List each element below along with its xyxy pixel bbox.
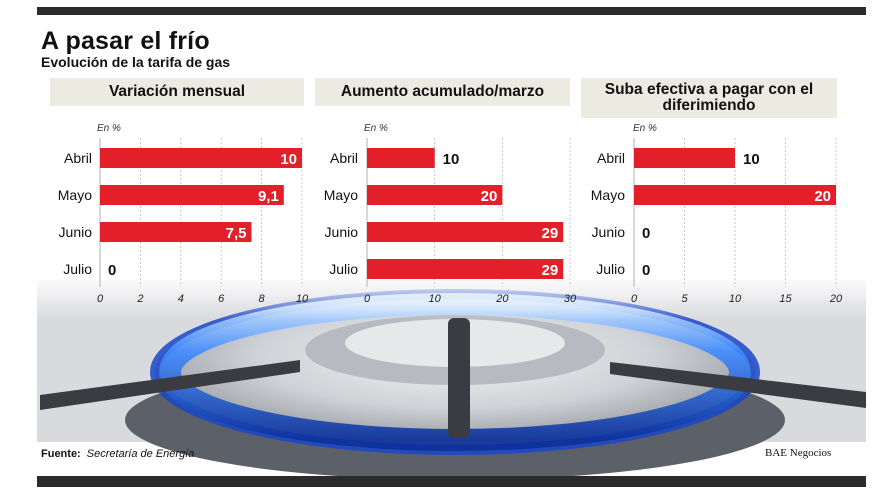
bar [367, 259, 564, 279]
tick-label: 5 [681, 293, 688, 305]
value-label: 20 [814, 188, 831, 205]
chart-title: A pasar el frío [41, 27, 210, 55]
chart-subtitle: Evolución de la tarifa de gas [41, 54, 231, 70]
tick-label: 0 [631, 293, 638, 305]
category-label: Julio [596, 261, 625, 277]
tick-label: 8 [259, 293, 266, 305]
panel-3-title: Suba efectiva a pagar con el diferimiend… [604, 81, 814, 114]
tick-label: 10 [729, 293, 742, 305]
unit-label: En % [633, 123, 657, 134]
category-label: Mayo [324, 187, 358, 203]
tick-label: 0 [364, 293, 371, 305]
bar [634, 148, 735, 168]
source-note: Fuente: Secretaría de Energía [41, 448, 194, 460]
value-label: 10 [743, 151, 760, 168]
category-label: Mayo [591, 187, 625, 203]
value-label: 29 [542, 225, 559, 242]
panel-1-title: Variación mensual [108, 83, 246, 100]
category-label: Mayo [58, 187, 92, 203]
category-label: Abril [330, 150, 358, 166]
value-label: 0 [108, 262, 116, 279]
value-label: 10 [280, 151, 297, 168]
bar-chart-2: En % 0 10 20 30 Abril 10 Mayo 20 Junio 29 Julio 29 [324, 123, 577, 305]
category-label: Junio [325, 224, 359, 240]
tick-label: 10 [296, 293, 309, 305]
bar [367, 185, 503, 205]
tick-label: 20 [829, 293, 843, 305]
panel-3-header: Suba efectiva a pagar con el diferimiend… [581, 78, 837, 118]
bar [100, 222, 252, 242]
category-label: Abril [64, 150, 92, 166]
panel-2-header: Aumento acumulado/marzo [315, 78, 570, 106]
value-label: 29 [542, 262, 559, 279]
panel-2-title: Aumento acumulado/marzo [340, 83, 545, 100]
tick-label: 10 [429, 293, 442, 305]
bar [367, 148, 435, 168]
category-label: Julio [329, 261, 358, 277]
source-label: Fuente: [41, 448, 81, 460]
credit: BAE Negocios [765, 447, 832, 459]
unit-label: En % [364, 123, 388, 134]
tick-label: 6 [218, 293, 225, 305]
value-label: 7,5 [226, 225, 247, 242]
category-label: Junio [59, 224, 93, 240]
stove-burner-image [37, 275, 866, 480]
category-label: Julio [63, 261, 92, 277]
value-label: 0 [642, 225, 650, 242]
tick-label: 0 [97, 293, 104, 305]
category-label: Abril [597, 150, 625, 166]
category-label: Junio [592, 224, 626, 240]
bar-chart-3: En % 0 5 10 15 20 Abril 10 Mayo 20 Junio 0 Julio 0 [591, 123, 843, 305]
tick-label: 30 [564, 293, 577, 305]
value-label: 9,1 [258, 188, 279, 205]
tick-label: 20 [495, 293, 509, 305]
panel-1-header: Variación mensual [50, 78, 304, 106]
unit-label: En % [97, 123, 121, 134]
bar [634, 185, 836, 205]
bottom-bar [37, 476, 866, 487]
source-value: Secretaría de Energía [86, 448, 195, 460]
value-label: 20 [481, 188, 498, 205]
value-label: 0 [642, 262, 650, 279]
bar [367, 222, 564, 242]
tick-label: 2 [136, 293, 143, 305]
value-label: 10 [443, 151, 460, 168]
tick-label: 4 [178, 293, 184, 305]
bar [100, 185, 284, 205]
bar [100, 148, 302, 168]
top-bar [37, 7, 866, 15]
bar-chart-1: En % 0 2 4 6 8 10 Abril 10 Mayo 9,1 Junio 7,5 Julio 0 [58, 123, 309, 305]
tick-label: 15 [779, 293, 792, 305]
